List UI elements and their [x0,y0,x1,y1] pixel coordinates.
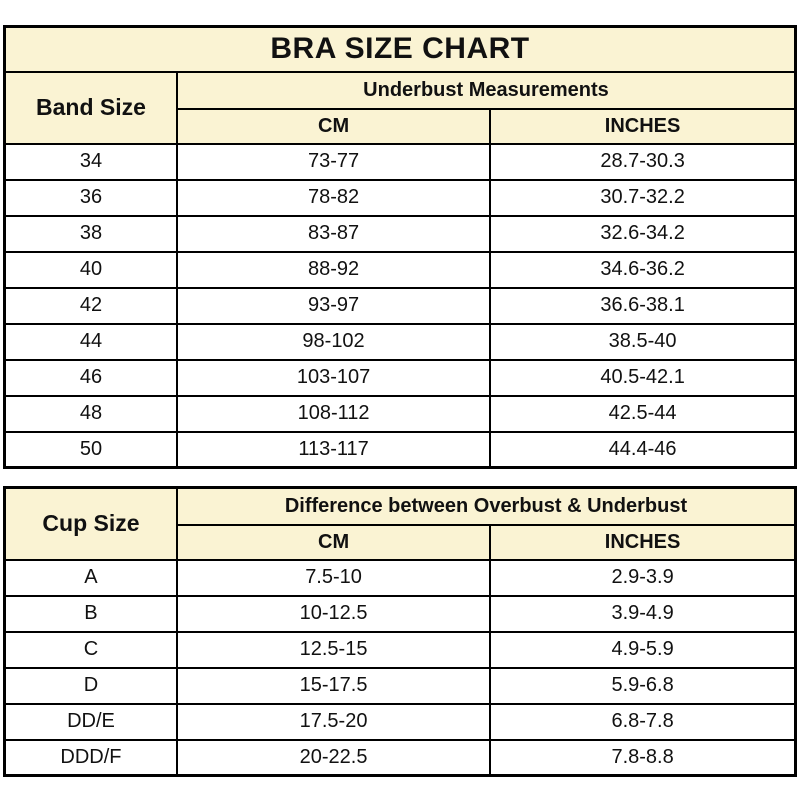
inches-cell: 6.8-7.8 [489,702,797,741]
table-row: 40 88-92 34.6-36.2 [3,250,797,289]
cm-cell: 7.5-10 [175,558,492,597]
table-row: 36 78-82 30.7-32.2 [3,178,797,217]
label-cell: B [3,594,178,633]
cm-cell: 10-12.5 [175,594,492,633]
cm-cell: 20-22.5 [175,738,492,777]
inches-cell: 4.9-5.9 [489,630,797,669]
table-row: 38 83-87 32.6-34.2 [3,214,797,253]
table-row: A 7.5-10 2.9-3.9 [3,558,797,597]
difference-header: Difference between Overbust & Underbust [175,486,797,526]
table-row: 34 73-77 28.7-30.3 [3,142,797,181]
table-row: 46 103-107 40.5-42.1 [3,358,797,397]
label-cell: C [3,630,178,669]
cm-column-header: CM [175,107,492,145]
inches-cell: 34.6-36.2 [489,250,797,289]
table-row: DDD/F 20-22.5 7.8-8.8 [3,738,797,777]
cm-cell: 108-112 [175,394,492,433]
band-size-table-body: 34 73-77 28.7-30.3 36 78-82 30.7-32.2 38 83-87 3… [3,142,797,469]
inches-cell: 32.6-34.2 [489,214,797,253]
table-row: 44 98-102 38.5-40 [3,322,797,361]
cup-size-header: Cup Size [3,486,178,561]
cm-cell: 15-17.5 [175,666,492,705]
cm-column-header: CM [175,523,492,561]
label-cell: 34 [3,142,178,181]
label-cell: D [3,666,178,705]
inches-cell: 5.9-6.8 [489,666,797,705]
inches-cell: 38.5-40 [489,322,797,361]
label-cell: 36 [3,178,178,217]
table-row: 50 113-117 44.4-46 [3,430,797,469]
label-cell: 50 [3,430,178,469]
label-cell: 40 [3,250,178,289]
label-cell: 44 [3,322,178,361]
inches-cell: 40.5-42.1 [489,358,797,397]
band-size-table-header: BRA SIZE CHART Band Size Underbust Measu… [3,25,797,145]
inches-cell: 36.6-38.1 [489,286,797,325]
table-row: 48 108-112 42.5-44 [3,394,797,433]
cup-size-table: Cup Size Difference between Overbust & U… [3,486,797,777]
inches-cell: 30.7-32.2 [489,178,797,217]
label-cell: 42 [3,286,178,325]
label-cell: A [3,558,178,597]
cm-cell: 93-97 [175,286,492,325]
inches-column-header: INCHES [489,107,797,145]
band-size-table: BRA SIZE CHART Band Size Underbust Measu… [3,25,797,469]
inches-cell: 2.9-3.9 [489,558,797,597]
table-row: D 15-17.5 5.9-6.8 [3,666,797,705]
cm-cell: 88-92 [175,250,492,289]
cm-cell: 17.5-20 [175,702,492,741]
inches-cell: 44.4-46 [489,430,797,469]
cup-size-table-header: Cup Size Difference between Overbust & U… [3,486,797,561]
cm-cell: 103-107 [175,358,492,397]
cm-cell: 73-77 [175,142,492,181]
chart-title: BRA SIZE CHART [3,25,797,73]
cm-cell: 113-117 [175,430,492,469]
inches-cell: 7.8-8.8 [489,738,797,777]
label-cell: DDD/F [3,738,178,777]
table-row: C 12.5-15 4.9-5.9 [3,630,797,669]
cm-cell: 98-102 [175,322,492,361]
band-size-header: Band Size [3,70,178,145]
inches-column-header: INCHES [489,523,797,561]
table-row: B 10-12.5 3.9-4.9 [3,594,797,633]
table-gap [3,469,797,486]
inches-cell: 3.9-4.9 [489,594,797,633]
label-cell: 48 [3,394,178,433]
cm-cell: 12.5-15 [175,630,492,669]
inches-cell: 28.7-30.3 [489,142,797,181]
inches-cell: 42.5-44 [489,394,797,433]
label-cell: 46 [3,358,178,397]
table-row: 42 93-97 36.6-38.1 [3,286,797,325]
table-row: DD/E 17.5-20 6.8-7.8 [3,702,797,741]
cup-size-table-body: A 7.5-10 2.9-3.9 B 10-12.5 3.9-4.9 C 12.5-15 4.9… [3,558,797,777]
cm-cell: 83-87 [175,214,492,253]
label-cell: DD/E [3,702,178,741]
underbust-measurements-header: Underbust Measurements [175,70,797,110]
cm-cell: 78-82 [175,178,492,217]
label-cell: 38 [3,214,178,253]
